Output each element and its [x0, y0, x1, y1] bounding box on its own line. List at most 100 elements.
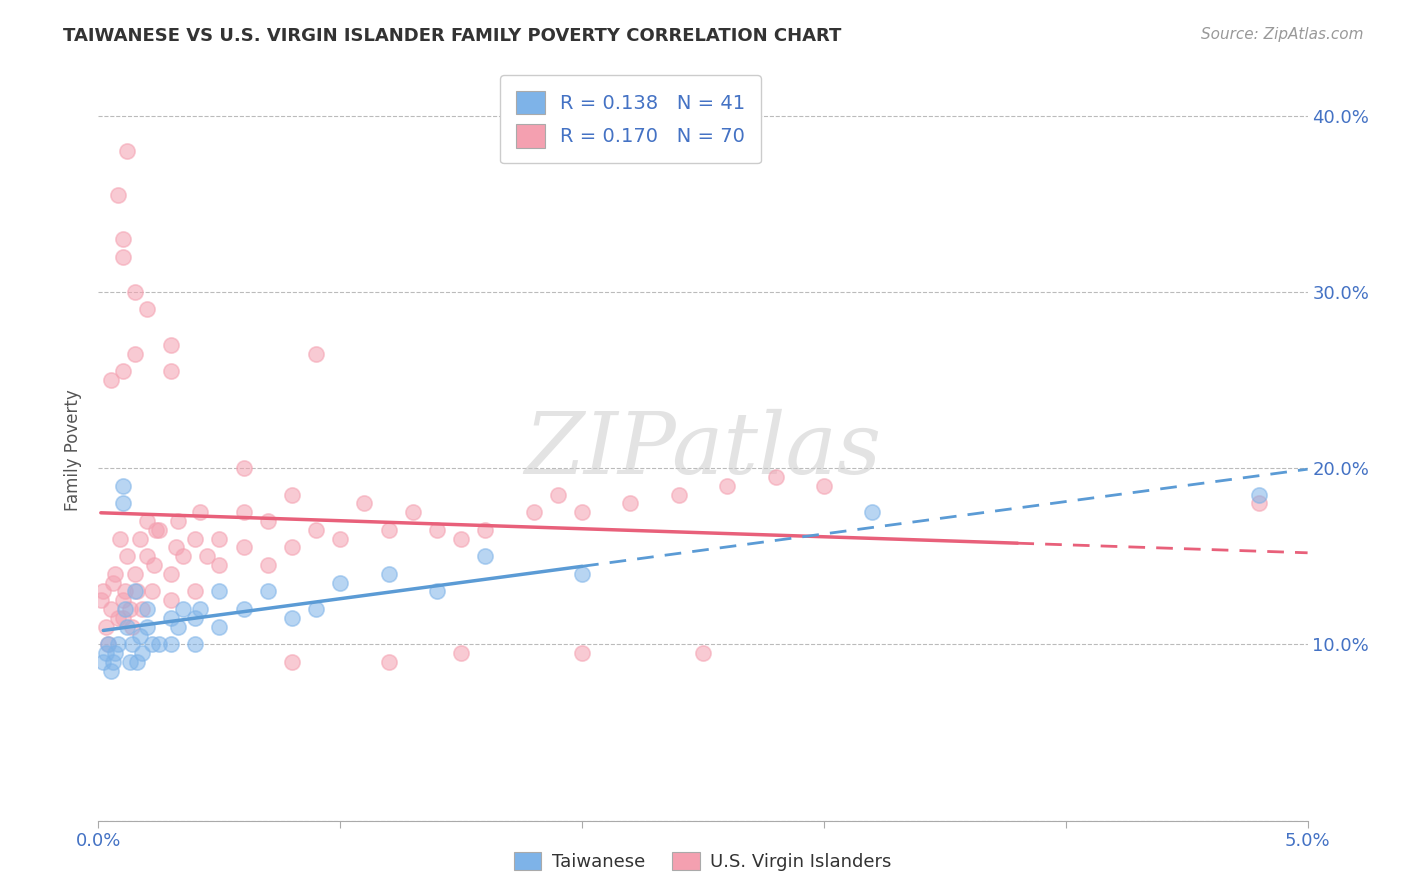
Point	[131, 602, 153, 616]
Point	[167, 620, 190, 634]
Point	[160, 566, 183, 581]
Point	[124, 566, 146, 581]
Point	[111, 496, 134, 510]
Point	[160, 593, 183, 607]
Point	[143, 558, 166, 572]
Point	[188, 602, 211, 616]
Point	[111, 479, 134, 493]
Point	[305, 523, 328, 537]
Point	[124, 346, 146, 360]
Point	[860, 505, 883, 519]
Point	[94, 646, 117, 660]
Point	[160, 611, 183, 625]
Point	[104, 566, 127, 581]
Text: Source: ZipAtlas.com: Source: ZipAtlas.com	[1201, 27, 1364, 42]
Point	[172, 549, 194, 564]
Point	[94, 620, 117, 634]
Point	[256, 584, 278, 599]
Point	[118, 655, 141, 669]
Point	[281, 655, 304, 669]
Point	[100, 664, 122, 678]
Point	[184, 611, 207, 625]
Point	[167, 514, 190, 528]
Point	[208, 620, 231, 634]
Point	[668, 487, 690, 501]
Point	[813, 479, 835, 493]
Point	[619, 496, 641, 510]
Point	[104, 646, 127, 660]
Point	[117, 549, 139, 564]
Point	[108, 532, 131, 546]
Point	[124, 584, 146, 599]
Point	[117, 620, 139, 634]
Point	[118, 602, 141, 616]
Y-axis label: Family Poverty: Family Poverty	[65, 390, 83, 511]
Point	[127, 584, 149, 599]
Point	[135, 620, 157, 634]
Point	[111, 593, 134, 607]
Point	[135, 602, 157, 616]
Text: TAIWANESE VS U.S. VIRGIN ISLANDER FAMILY POVERTY CORRELATION CHART: TAIWANESE VS U.S. VIRGIN ISLANDER FAMILY…	[63, 27, 842, 45]
Point	[305, 346, 328, 360]
Point	[100, 373, 122, 387]
Point	[256, 558, 278, 572]
Point	[188, 505, 211, 519]
Point	[281, 611, 304, 625]
Point	[305, 602, 328, 616]
Point	[232, 461, 254, 475]
Point	[135, 549, 157, 564]
Point	[160, 637, 183, 651]
Point	[716, 479, 738, 493]
Point	[353, 496, 375, 510]
Text: ZIPatlas: ZIPatlas	[524, 409, 882, 491]
Point	[195, 549, 218, 564]
Point	[474, 549, 496, 564]
Point	[208, 532, 231, 546]
Point	[232, 505, 254, 519]
Point	[127, 655, 149, 669]
Point	[426, 523, 449, 537]
Point	[135, 514, 157, 528]
Point	[111, 611, 134, 625]
Point	[329, 532, 352, 546]
Point	[160, 364, 183, 378]
Point	[765, 470, 787, 484]
Point	[281, 541, 304, 555]
Point	[450, 646, 472, 660]
Point	[450, 532, 472, 546]
Point	[571, 646, 593, 660]
Point	[107, 637, 129, 651]
Point	[145, 523, 167, 537]
Point	[124, 285, 146, 299]
Point	[377, 523, 399, 537]
Point	[111, 232, 134, 246]
Legend: R = 0.138   N = 41, R = 0.170   N = 70: R = 0.138 N = 41, R = 0.170 N = 70	[501, 75, 761, 163]
Point	[281, 487, 304, 501]
Point	[114, 584, 136, 599]
Point	[135, 302, 157, 317]
Point	[547, 487, 569, 501]
Point	[208, 584, 231, 599]
Point	[571, 566, 593, 581]
Point	[160, 337, 183, 351]
Point	[90, 593, 112, 607]
Point	[402, 505, 425, 519]
Legend: Taiwanese, U.S. Virgin Islanders: Taiwanese, U.S. Virgin Islanders	[508, 845, 898, 879]
Point	[128, 532, 150, 546]
Point	[141, 584, 163, 599]
Point	[117, 144, 139, 158]
Point	[121, 637, 143, 651]
Point	[107, 611, 129, 625]
Point	[172, 602, 194, 616]
Point	[101, 655, 124, 669]
Point	[141, 637, 163, 651]
Point	[148, 637, 170, 651]
Point	[1249, 496, 1271, 510]
Point	[184, 584, 207, 599]
Point	[101, 575, 124, 590]
Point	[256, 514, 278, 528]
Point	[232, 541, 254, 555]
Point	[1249, 487, 1271, 501]
Point	[91, 584, 114, 599]
Point	[148, 523, 170, 537]
